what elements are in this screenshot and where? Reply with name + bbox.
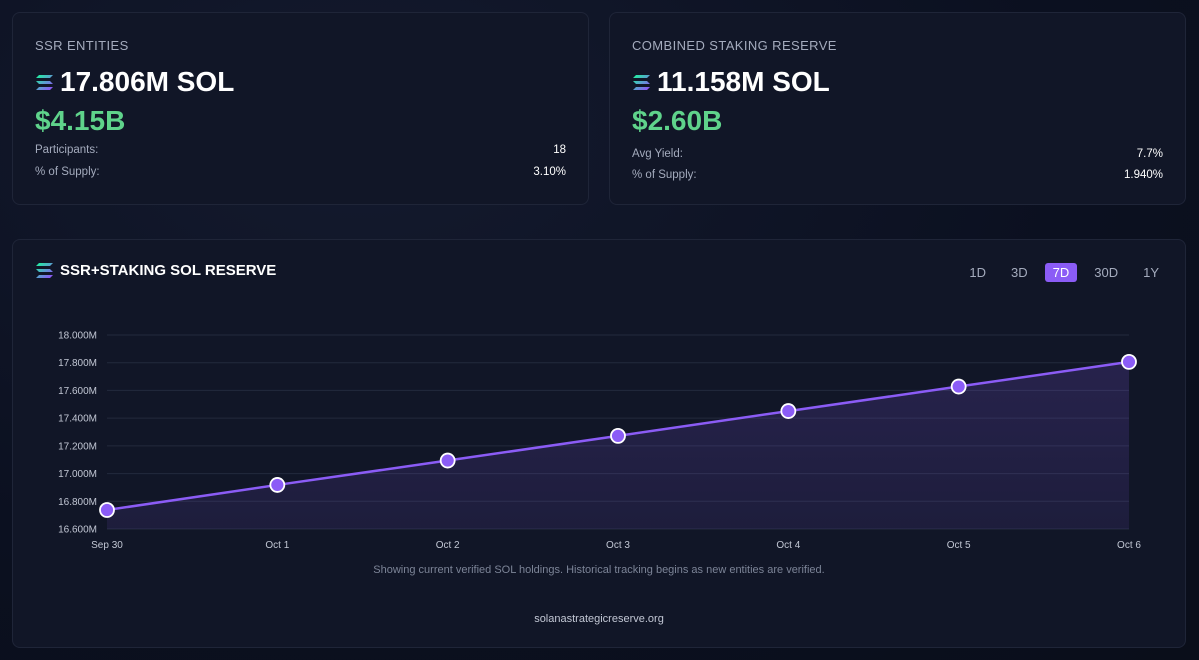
site-link[interactable]: solanastrategicreserve.org (534, 613, 664, 625)
data-point[interactable] (610, 427, 626, 444)
solana-logo-icon (633, 74, 650, 90)
data-point[interactable] (99, 502, 115, 518)
y-tick-label: 17.200M (58, 441, 97, 452)
reserve-chart: 16.600M 16.800M 17.000M 17.200M 17.400M 17.60… (58, 331, 1141, 552)
reserve-chart-card: 16.600M 16.800M 17.000M 17.200M 17.400M 17.60… (12, 239, 1186, 648)
solana-logo-icon (36, 263, 53, 278)
timeframe-1y-button[interactable]: 1Y (1143, 265, 1159, 280)
ssr-participants-row: Participants: 18 (35, 144, 566, 156)
x-tick-label: Oct 4 (776, 540, 800, 551)
ssr-entities-label: SSR ENTITIES (35, 38, 129, 53)
y-tick-label: 17.400M (58, 414, 97, 425)
stat-key: Avg Yield: (632, 148, 683, 160)
data-point[interactable] (439, 452, 456, 469)
data-point[interactable] (269, 477, 286, 493)
chart-title: SSR+STAKING SOL RESERVE (35, 262, 276, 279)
chart-note: Showing current verified SOL holdings. H… (373, 564, 825, 576)
x-tick-label: Oct 6 (1117, 540, 1141, 551)
ssr-entities-card: SSR ENTITIES 17.806M SOL $4.15B Particip… (12, 12, 589, 205)
stat-value: 1.940% (1123, 169, 1163, 181)
stat-key: Participants: (35, 144, 99, 156)
combined-usd-value: $2.60B (632, 105, 723, 136)
y-tick-label: 16.800M (58, 497, 97, 508)
timeframe-30d-button[interactable]: 30D (1094, 265, 1119, 280)
y-tick-label: 17.800M (58, 358, 97, 369)
ssr-sol-amount: 17.806M SOL (60, 66, 235, 97)
stat-value: 18 (553, 144, 566, 156)
combined-sol-amount: 11.158M SOL (657, 66, 830, 97)
timeframe-selector: 1D 3D 7D 30D 1Y (961, 263, 1167, 282)
y-tick-label: 16.600M (58, 525, 97, 536)
data-point[interactable] (780, 403, 797, 419)
timeframe-7d-button[interactable]: 7D (1044, 263, 1078, 282)
combined-supply-row: % of Supply: 1.940% (632, 169, 1163, 181)
x-tick-label: Oct 3 (606, 540, 630, 551)
x-tick-label: Oct 5 (947, 540, 971, 551)
data-point[interactable] (1121, 353, 1137, 370)
ssr-usd-value: $4.15B (35, 105, 126, 136)
series-area (107, 361, 1129, 529)
timeframe-3d-button[interactable]: 3D (1010, 265, 1028, 280)
x-tick-label: Oct 2 (436, 540, 460, 551)
ssr-supply-row: % of Supply: 3.10% (35, 166, 566, 178)
chart-title-text: SSR+STAKING SOL RESERVE (60, 262, 277, 279)
y-tick-label: 17.000M (58, 469, 97, 480)
combined-yield-row: Avg Yield: 7.7% (632, 148, 1163, 160)
stat-value: 3.10% (533, 166, 566, 178)
stat-key: % of Supply: (632, 169, 697, 181)
timeframe-1d-button[interactable]: 1D (969, 265, 986, 280)
combined-staking-card: COMBINED STAKING RESERVE 11.158M SOL $2.… (609, 12, 1186, 205)
ssr-sol-amount-row: 17.806M SOL (35, 66, 234, 98)
stat-value: 7.7% (1136, 148, 1163, 160)
y-tick-label: 18.000M (58, 331, 97, 342)
data-point[interactable] (950, 378, 967, 395)
y-tick-label: 17.600M (58, 386, 97, 397)
x-tick-label: Sep 30 (91, 540, 123, 551)
stat-key: % of Supply: (35, 166, 100, 178)
x-tick-label: Oct 1 (265, 540, 289, 551)
solana-logo-icon (36, 74, 53, 90)
combined-staking-label: COMBINED STAKING RESERVE (632, 38, 837, 53)
combined-sol-amount-row: 11.158M SOL (632, 66, 830, 98)
